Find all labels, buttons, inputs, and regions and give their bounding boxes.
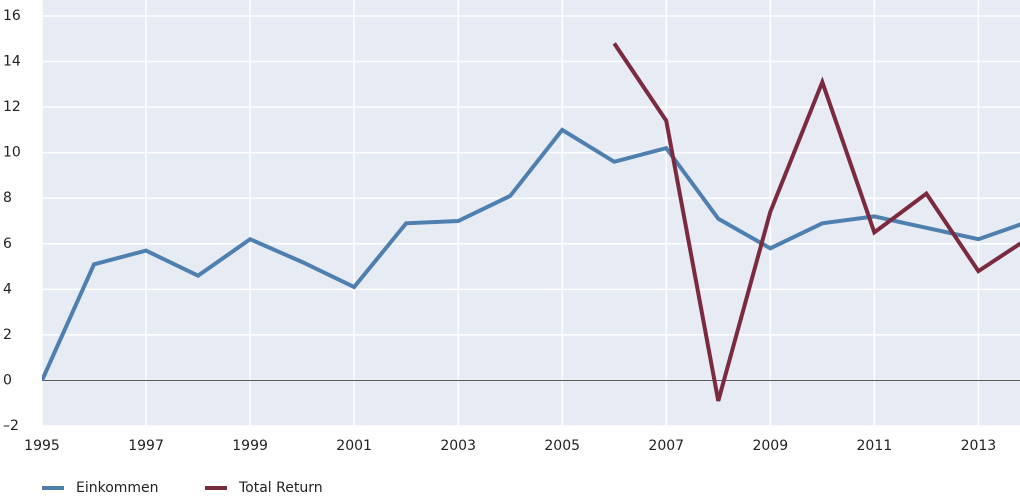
lines-layer <box>42 42 1020 402</box>
y-tick-label: 12 <box>3 99 21 115</box>
x-tick-label: 1995 <box>24 438 60 454</box>
y-tick-label: 8 <box>3 190 12 206</box>
y-tick-label: 16 <box>3 8 21 24</box>
x-tick-label: 2013 <box>961 438 997 454</box>
y-tick-label: 4 <box>3 281 12 297</box>
legend-label: Einkommen <box>76 480 159 495</box>
y-tick-label: –2 <box>3 418 19 434</box>
x-tick-label: 2003 <box>440 438 476 454</box>
y-tick-label: 14 <box>3 54 21 70</box>
plot-background <box>42 0 1020 426</box>
x-tick-label: 2001 <box>336 438 372 454</box>
labels-layer: –2 0 2 4 6 8 10 12 14 16 1995 1997 1999 2001 2003 2005 2… <box>3 8 997 496</box>
x-tick-label: 2009 <box>752 438 788 454</box>
legend-label: Total Return <box>238 480 323 495</box>
series-line <box>612 42 1020 402</box>
y-tick-label: 10 <box>3 145 21 161</box>
series-line <box>42 127 1020 382</box>
x-tick-label: 2011 <box>857 438 893 454</box>
y-tick-label: 2 <box>3 327 12 343</box>
grid-layer <box>42 0 1020 426</box>
y-tick-label: 6 <box>3 236 12 252</box>
x-tick-label: 1997 <box>128 438 164 454</box>
x-tick-label: 2007 <box>648 438 684 454</box>
y-tick-label: 0 <box>3 372 12 388</box>
x-tick-label: 1999 <box>232 438 268 454</box>
x-tick-label: 2005 <box>544 438 580 454</box>
